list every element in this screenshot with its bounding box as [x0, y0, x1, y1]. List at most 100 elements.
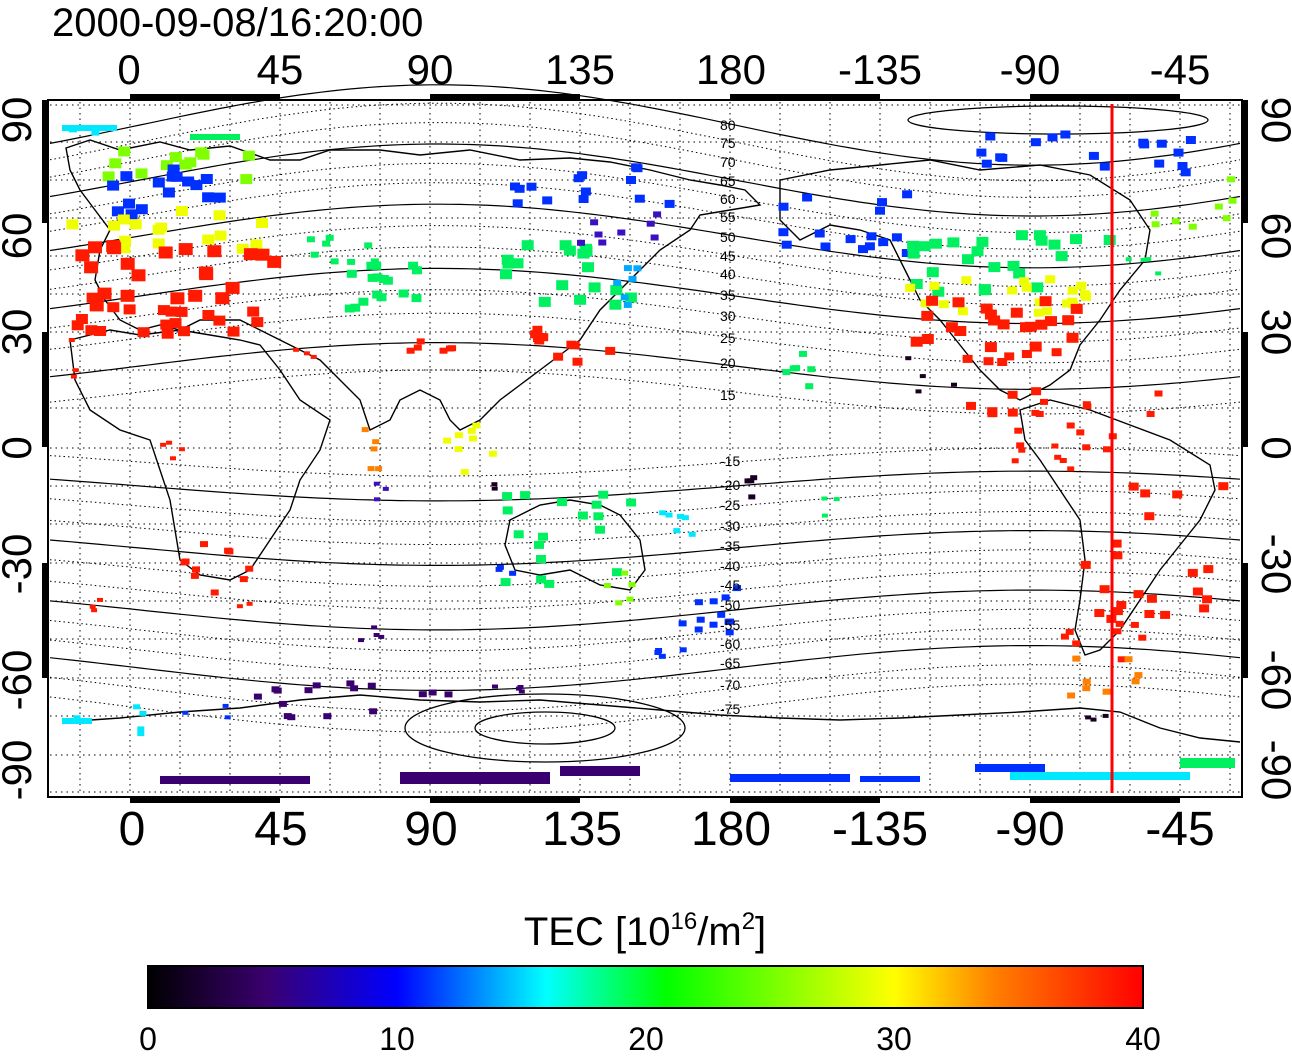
tec-cell	[709, 621, 718, 628]
tec-cell	[370, 258, 379, 265]
tec-cell	[532, 325, 543, 334]
tec-cell	[157, 305, 170, 316]
contour-label: 15	[720, 387, 736, 403]
tec-cell	[242, 150, 255, 161]
magnetic-latitude-contour	[49, 570, 1241, 610]
tec-cell	[1188, 223, 1197, 230]
tec-cell	[805, 383, 814, 390]
tec-cell	[1031, 282, 1044, 293]
tec-cell	[179, 159, 192, 170]
tec-cell	[632, 164, 643, 173]
tec-cell	[1082, 685, 1091, 692]
tec-cell	[72, 368, 79, 373]
tec-cell	[491, 486, 498, 491]
tec-cell	[792, 365, 801, 372]
contour-label: -50	[720, 597, 740, 613]
tec-cell	[119, 235, 132, 246]
tec-cell	[192, 566, 200, 573]
tec-cell	[659, 510, 667, 516]
bottom-lon-label: 180	[691, 803, 771, 856]
tec-cell	[323, 713, 332, 720]
tec-cell	[120, 171, 133, 182]
tec-cell	[514, 184, 525, 193]
tec-cell	[1042, 307, 1053, 316]
tec-cell	[750, 475, 758, 481]
tec-cell	[1048, 239, 1061, 250]
tec-cell	[202, 234, 215, 245]
tec-cell	[472, 422, 481, 429]
tec-cell	[582, 262, 594, 273]
tec-cell	[1088, 151, 1099, 160]
tec-cell	[1004, 352, 1015, 361]
coastlines	[61, 139, 1241, 743]
tec-data-cells	[62, 125, 1237, 784]
tec-cell	[182, 710, 189, 715]
tec-cell	[945, 322, 958, 333]
tec-cell	[980, 303, 993, 314]
tec-cell	[1094, 609, 1105, 617]
tec-cell	[155, 222, 168, 233]
tec-cell	[278, 700, 287, 707]
contour-label: 30	[720, 308, 736, 324]
tec-cell	[488, 450, 497, 457]
tec-cell	[1140, 489, 1151, 498]
magnetic-latitude-contour	[49, 203, 1241, 269]
tec-cell	[1060, 633, 1069, 640]
tec-cell	[1113, 628, 1122, 635]
tec-cell	[197, 149, 210, 160]
tec-cell	[325, 234, 334, 241]
tec-cell	[976, 148, 987, 157]
contour-label: 65	[720, 173, 736, 189]
tec-cell	[518, 689, 525, 694]
tec-cell	[534, 540, 544, 549]
tec-cell	[721, 594, 730, 601]
right-lat-label: 0	[1253, 436, 1292, 459]
contour-label: -55	[720, 617, 740, 633]
tec-cell	[513, 530, 524, 539]
tec-cell	[253, 693, 262, 700]
colorbar-ticks: 0 10 20 30 40	[139, 1021, 1161, 1057]
tec-cell	[1227, 176, 1235, 183]
contour-label: 20	[720, 355, 736, 371]
contour-label: -30	[720, 518, 740, 534]
tec-cell	[460, 468, 469, 475]
right-lat-label: -90	[1253, 740, 1292, 801]
tec-cell	[304, 687, 313, 694]
tec-cell	[1103, 235, 1116, 245]
colorbar-tick-label: 20	[628, 1021, 664, 1057]
top-lon-label: 135	[545, 46, 615, 93]
tec-cell	[694, 626, 703, 633]
tec-cell	[1082, 678, 1091, 685]
tec-cell	[976, 236, 989, 247]
tec-cell	[534, 336, 545, 345]
tec-cell	[1039, 296, 1052, 307]
contour-label: -70	[720, 677, 740, 693]
tec-cell	[1035, 411, 1044, 417]
tec-cell	[375, 466, 383, 472]
tec-cell	[733, 585, 741, 592]
contour-label: -40	[720, 558, 740, 574]
tec-cell	[213, 210, 226, 221]
left-latitude-axis: 90 60 30 0 -30 -60 -90	[0, 97, 40, 801]
tec-cell	[910, 336, 923, 347]
tec-cell	[613, 279, 622, 286]
tec-cell	[538, 532, 548, 541]
tec-cell	[932, 286, 945, 297]
tec-cell	[243, 248, 258, 261]
tec-cell	[413, 344, 422, 351]
tec-cell	[120, 257, 135, 270]
tec-cell	[322, 240, 331, 247]
tec-cell	[1156, 139, 1167, 148]
tec-cell	[962, 254, 974, 265]
tec-cell	[373, 481, 380, 486]
tec-cell	[952, 297, 965, 308]
tec-cell	[875, 206, 885, 215]
tec-cell	[681, 515, 689, 521]
tec-cell	[521, 240, 534, 251]
contour-label: -60	[720, 636, 740, 652]
top-longitude-axis: 0 45 90 135 180 -135 -90 -45	[117, 46, 1210, 93]
tec-cell	[658, 653, 666, 659]
tec-cell	[536, 555, 546, 563]
contour-label: -35	[720, 538, 740, 554]
tec-cell	[418, 691, 427, 698]
